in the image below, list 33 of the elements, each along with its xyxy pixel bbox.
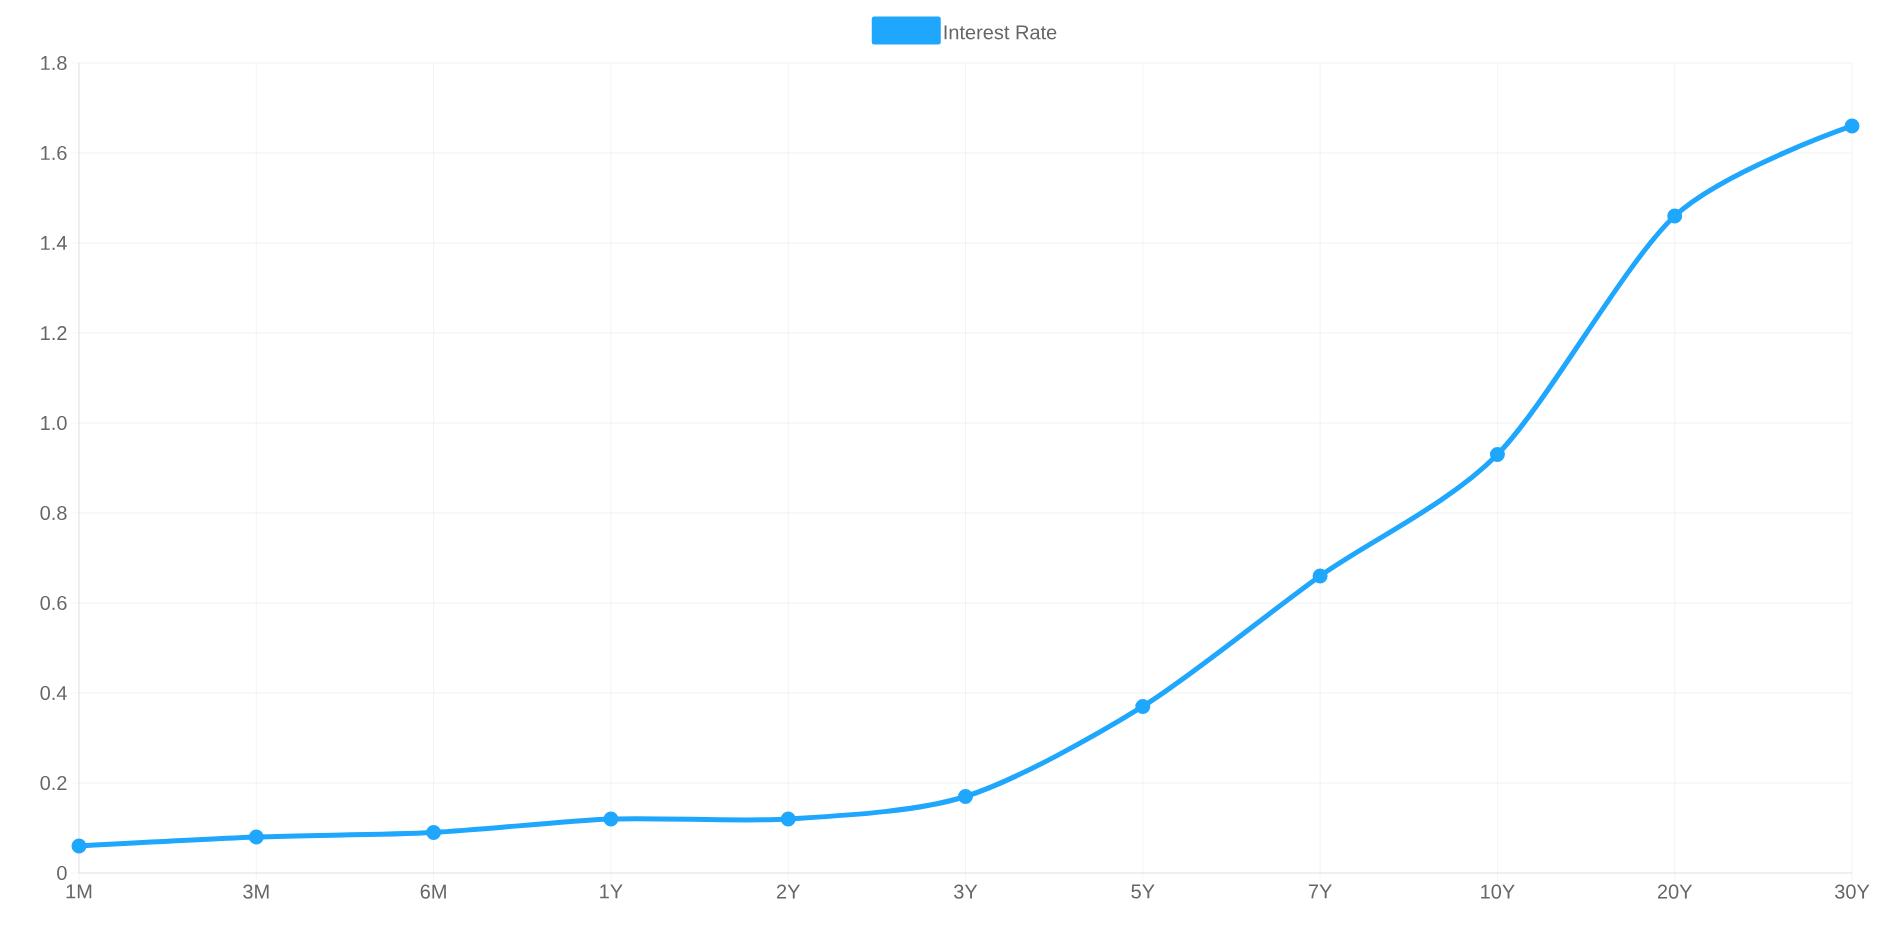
y-tick-label: 1.0	[41, 415, 67, 431]
point	[780, 811, 796, 827]
point	[71, 838, 87, 854]
y-tick-label: 0	[57, 865, 67, 881]
y-tick-label: 0.2	[40, 775, 67, 791]
y-tick-label: 1.6	[41, 145, 67, 161]
y-tick-label: 1.2	[41, 326, 67, 340]
x-tick-label: 1M	[66, 884, 92, 899]
x-tick-label: 2Y	[776, 884, 800, 899]
point	[248, 829, 264, 845]
x-tick-label: 1Y	[600, 884, 623, 899]
y-tick-label: 1.4	[41, 236, 67, 250]
point	[1489, 446, 1505, 462]
x-tick-label: 30Y	[1835, 884, 1870, 899]
x-tick-label: 6M	[420, 884, 446, 899]
legend-label: Interest Rate	[944, 25, 1057, 40]
y-tick-label: 0.8	[40, 505, 67, 521]
point	[1135, 699, 1151, 714]
x-tick-label: 3M	[243, 884, 269, 899]
y-tick-label: 0.6	[40, 595, 67, 611]
point	[426, 825, 442, 840]
x-tick-label: 10Y	[1481, 884, 1515, 899]
x-tick-label: 3Y	[954, 884, 978, 899]
point	[958, 789, 974, 804]
point	[1844, 118, 1860, 134]
x-tick-label: 20Y	[1657, 884, 1693, 899]
y-tick-label: 1.8	[41, 55, 67, 71]
point	[1312, 568, 1328, 584]
y-tick-label: 0.4	[40, 685, 67, 701]
x-tick-label: 7Y	[1308, 884, 1332, 899]
x-tick-label: 5Y	[1131, 884, 1155, 899]
point	[603, 811, 619, 827]
point	[1667, 208, 1683, 224]
